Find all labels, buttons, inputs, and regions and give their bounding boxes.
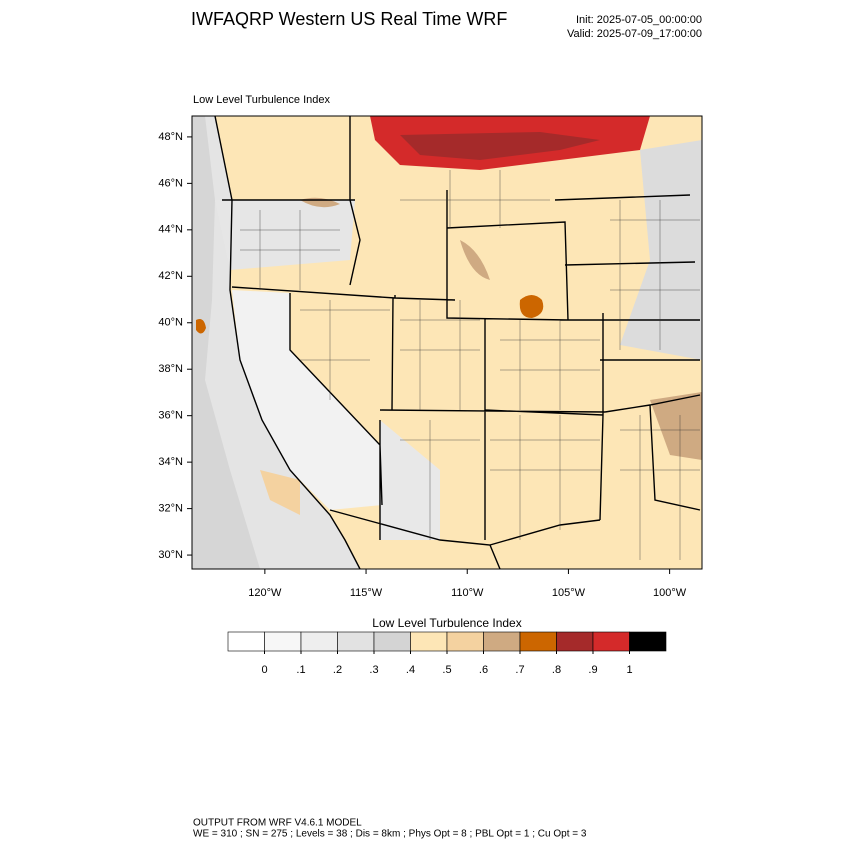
x-tick-label: 105°W <box>552 587 586 599</box>
colorbar-label: .2 <box>333 664 342 676</box>
colorbar-label: 1 <box>626 664 632 676</box>
map-subtitle: Low Level Turbulence Index <box>193 94 330 106</box>
x-tick-label: 120°W <box>248 587 282 599</box>
oregon-field <box>215 200 355 270</box>
init-time: Init: 2025-07-05_00:00:00 <box>576 14 702 26</box>
colorbar-label: .6 <box>479 664 488 676</box>
colorbar-label: .9 <box>588 664 597 676</box>
colorbar-swatch <box>483 631 521 652</box>
x-tick-label: 110°W <box>451 587 484 599</box>
colorbar-swatch <box>227 631 265 652</box>
map-frame <box>191 115 703 570</box>
ocean-field <box>192 116 360 569</box>
y-tick-label: 36°N <box>158 410 183 422</box>
coastline <box>214 116 361 569</box>
colorbar-swatch <box>446 631 484 652</box>
map-field <box>192 116 702 569</box>
colorbar-label: .8 <box>552 664 561 676</box>
colorbar-swatch <box>556 631 594 652</box>
local-max <box>519 295 544 318</box>
local-max <box>196 319 206 334</box>
baja-field <box>260 470 300 515</box>
y-tick-label: 40°N <box>158 317 183 329</box>
county-border <box>240 170 700 560</box>
arizona-field <box>380 420 440 540</box>
y-tick-label: 34°N <box>158 456 183 468</box>
colorbar-label: .3 <box>369 664 378 676</box>
valid-time: Valid: 2025-07-09_17:00:00 <box>567 28 702 40</box>
moderate-field <box>650 392 702 460</box>
colorbar-swatch <box>300 631 338 652</box>
colorbar-title: Low Level Turbulence Index <box>372 616 521 630</box>
x-tick-label: 115°W <box>350 587 383 599</box>
colorbar-swatch <box>410 631 448 652</box>
colorbar-swatch <box>629 631 667 652</box>
colorbar-label: .1 <box>296 664 305 676</box>
state-border <box>222 116 701 569</box>
colorbar-label: .4 <box>406 664 415 676</box>
colorbar-label: .5 <box>442 664 451 676</box>
y-tick-label: 48°N <box>158 131 183 143</box>
moderate-field <box>460 240 490 280</box>
y-tick-label: 38°N <box>158 363 183 375</box>
y-tick-label: 46°N <box>158 177 183 189</box>
y-tick-label: 44°N <box>158 224 183 236</box>
y-tick-label: 42°N <box>158 270 183 282</box>
x-tick-label: 100°W <box>653 587 687 599</box>
y-tick-label: 30°N <box>158 549 183 561</box>
colorbar-swatch <box>373 631 411 652</box>
ocean-field-dark <box>192 116 260 569</box>
colorbar-swatch <box>337 631 375 652</box>
colorbar-swatch <box>592 631 630 652</box>
y-tick-label: 32°N <box>158 503 183 515</box>
colorbar-label: .7 <box>515 664 524 676</box>
colorbar-swatch <box>519 631 557 652</box>
colorbar-label: 0 <box>261 664 267 676</box>
footer-line: OUTPUT FROM WRF V4.6.1 MODEL <box>193 818 362 829</box>
colorbar-swatch <box>264 631 302 652</box>
high-field-core <box>400 132 600 160</box>
title: IWFAQRP Western US Real Time WRF <box>191 9 507 29</box>
footer-line: WE = 310 ; SN = 275 ; Levels = 38 ; Dis … <box>193 829 587 840</box>
california-field <box>232 290 382 510</box>
